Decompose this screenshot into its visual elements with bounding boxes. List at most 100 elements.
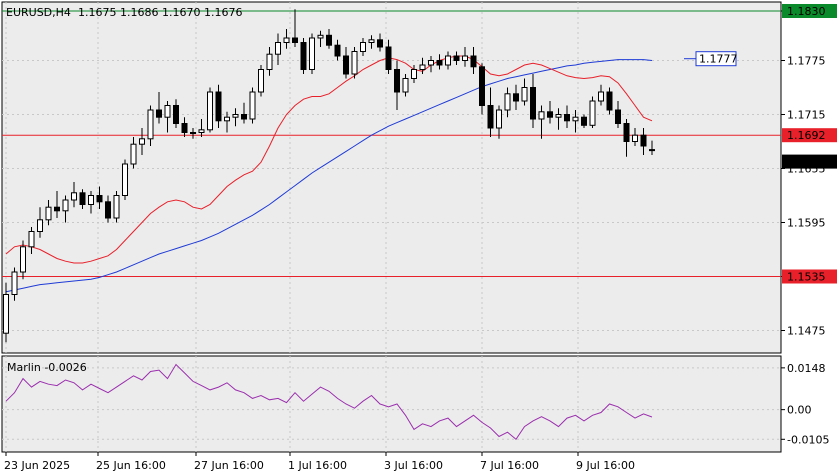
- candle-body: [105, 201, 111, 219]
- indicator-label: Marlin -0.0026: [7, 361, 87, 374]
- candle-body: [538, 111, 545, 120]
- candle-body: [334, 44, 341, 57]
- blue-moving-average: [5, 59, 653, 293]
- candle-body: [130, 143, 137, 165]
- candlestick-series: [3, 9, 655, 343]
- time-tick-label: 3 Jul 16:00: [384, 459, 443, 472]
- candle-body: [122, 163, 128, 196]
- candle-body: [190, 132, 196, 134]
- price-tick-label: 1.1595: [787, 217, 826, 230]
- level-label-text: 1.1692: [787, 129, 826, 142]
- candle-body: [45, 206, 52, 221]
- level-label-box: [782, 128, 837, 143]
- indicator-tick-label: -0.0105: [787, 433, 829, 446]
- candle-body: [28, 231, 35, 248]
- candle-body: [428, 60, 434, 66]
- candle-body: [326, 34, 332, 46]
- candle-body: [249, 91, 256, 120]
- time-tick-label: 9 Jul 16:00: [576, 459, 635, 472]
- candle-body: [513, 93, 519, 102]
- candle-body: [368, 39, 375, 43]
- time-tick-label: 1 Jul 16:00: [288, 459, 347, 472]
- candle-body: [479, 66, 485, 107]
- candle-body: [207, 91, 213, 131]
- candle-body: [343, 55, 349, 75]
- horizontal-levels: [2, 10, 781, 277]
- candle-body: [232, 114, 239, 118]
- level-label-box: [782, 4, 837, 18]
- level-label-text: 1.1830: [787, 5, 826, 18]
- candle-body: [292, 37, 298, 43]
- candle-body: [11, 271, 18, 295]
- candle-body: [71, 192, 77, 201]
- candle-body: [649, 149, 655, 152]
- marlin-oscillator-line: [5, 363, 653, 441]
- candle-body: [79, 192, 86, 206]
- candle-body: [258, 69, 264, 93]
- indicator-plot-area[interactable]: [1, 355, 782, 453]
- price-tick-label: 1.1775: [787, 55, 826, 68]
- candle-body: [521, 87, 528, 102]
- target-label-box: [695, 51, 737, 67]
- price-tick-label: 1.1715: [787, 109, 826, 122]
- candle-body: [113, 195, 120, 219]
- candle-body: [156, 109, 162, 118]
- target-marker: 1.1777: [684, 51, 738, 67]
- candle-body: [598, 91, 604, 102]
- red-moving-average: [5, 55, 653, 264]
- candle-body: [215, 91, 222, 122]
- candle-body: [360, 42, 366, 52]
- candle-body: [547, 111, 553, 118]
- candle-body: [572, 116, 579, 122]
- time-tick-label: 27 Jun 16:00: [194, 459, 264, 472]
- candle-body: [224, 116, 230, 122]
- candle-body: [385, 46, 392, 70]
- candle-body: [241, 114, 247, 120]
- candle-body: [462, 55, 468, 61]
- candle-body: [436, 60, 443, 66]
- candle-body: [283, 37, 290, 43]
- main-grid: [2, 2, 781, 353]
- candle-body: [181, 123, 188, 133]
- candle-body: [3, 294, 9, 334]
- time-tick-label: 7 Jul 16:00: [480, 459, 539, 472]
- current-price-box: [782, 154, 837, 169]
- candle-body: [530, 87, 536, 120]
- candle-body: [402, 78, 409, 93]
- price-axis-level-labels: 1.1830 1.1692 1.1535 1.1676: [782, 4, 837, 284]
- indicator-grid: [2, 356, 781, 452]
- candle-body: [394, 69, 400, 93]
- candle-body: [564, 114, 570, 122]
- level-label-box: [782, 269, 837, 284]
- candle-body: [275, 42, 281, 55]
- candle-body: [266, 53, 273, 71]
- candle-body: [351, 51, 358, 75]
- candle-body: [504, 93, 511, 111]
- candle-body: [445, 55, 451, 66]
- candle-body: [487, 105, 494, 129]
- candle-body: [632, 134, 638, 142]
- time-tick-label: 25 Jun 16:00: [96, 459, 166, 472]
- candle-body: [309, 37, 315, 70]
- candle-body: [419, 64, 426, 70]
- candle-body: [411, 69, 417, 79]
- candle-body: [88, 195, 94, 205]
- candle-body: [377, 39, 383, 48]
- candle-body: [615, 109, 621, 124]
- candle-body: [606, 91, 613, 111]
- price-tick-label: 1.1475: [787, 325, 826, 338]
- candle-body: [147, 109, 154, 140]
- chart-header-ohlc: 1.1675 1.1686 1.1670 1.1676: [78, 6, 242, 19]
- candle-body: [62, 199, 69, 212]
- candle-body: [623, 123, 630, 142]
- indicator-tick-label: 0.0148: [787, 362, 826, 375]
- candle-body: [37, 219, 43, 233]
- candle-body: [640, 134, 647, 147]
- time-tick-label: 23 Jun 2025: [4, 459, 70, 472]
- target-label-text: 1.1777: [699, 53, 738, 66]
- candle-body: [54, 206, 60, 212]
- candle-body: [496, 109, 502, 129]
- indicator-axis-ticks: 0.0148 0.00 -0.0105: [781, 362, 829, 446]
- candle-body: [470, 55, 477, 68]
